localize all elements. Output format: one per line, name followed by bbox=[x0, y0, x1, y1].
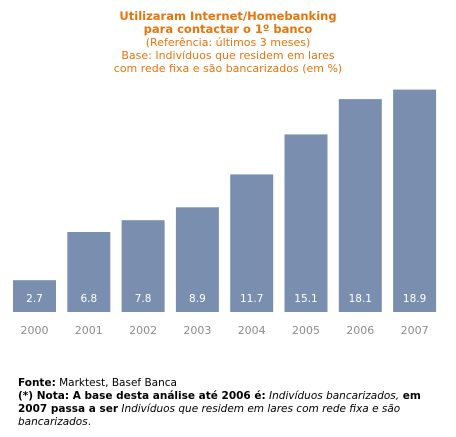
x-tick-label-2002: 2002 bbox=[129, 324, 157, 337]
bar-2004 bbox=[230, 174, 274, 312]
source-text: Marktest, Basef Banca bbox=[55, 377, 177, 389]
bar-value-label-2000: 2.7 bbox=[26, 293, 43, 305]
chart-title-line-1: Utilizaram Internet/Homebanking bbox=[119, 9, 337, 23]
bar-2005 bbox=[284, 134, 328, 312]
x-tick-label-2004: 2004 bbox=[238, 324, 266, 337]
chart-subtitle-reference: (Referência: últimos 3 meses) bbox=[145, 36, 311, 49]
x-tick-label-2000: 2000 bbox=[21, 324, 49, 337]
chart-title-line-2: para contactar o 1º banco bbox=[143, 22, 313, 36]
bar-2003 bbox=[175, 207, 219, 312]
note-italic-2: Indivíduos que residem em lares com rede… bbox=[18, 403, 401, 428]
bar-value-label-2001: 6.8 bbox=[80, 293, 97, 305]
bar-2001 bbox=[67, 232, 111, 312]
bar-value-label-2004: 11.7 bbox=[240, 293, 263, 305]
source-label: Fonte: bbox=[18, 377, 56, 389]
chart-subtitle-base-1: Base: Indivíduos que residem em lares bbox=[121, 49, 335, 62]
bar-2002 bbox=[121, 220, 165, 312]
bar-2007 bbox=[393, 89, 437, 312]
note-mid: em 2007 passa a ser bbox=[18, 390, 421, 415]
chart-footer: Fonte: Marktest, Basef Banca (*) Nota: A… bbox=[18, 377, 443, 429]
bar-value-label-2002: 7.8 bbox=[135, 293, 152, 305]
x-tick-label-2007: 2007 bbox=[401, 324, 429, 337]
note-label: (*) Nota: A base desta análise até 2006 … bbox=[18, 390, 266, 402]
note-end: . bbox=[87, 416, 92, 428]
bar-2006 bbox=[338, 99, 382, 312]
bar-value-label-2007: 18.9 bbox=[403, 293, 426, 305]
chart-subtitle-base-2: com rede fixa e são bancarizados (em %) bbox=[113, 62, 343, 75]
x-tick-label-2006: 2006 bbox=[346, 324, 374, 337]
bar-2000 bbox=[13, 280, 56, 312]
bar-value-label-2003: 8.9 bbox=[189, 293, 206, 305]
bar-value-label-2005: 15.1 bbox=[294, 293, 317, 305]
x-tick-label-2005: 2005 bbox=[292, 324, 320, 337]
chart-title-block: Utilizaram Internet/Homebanking para con… bbox=[0, 9, 456, 76]
x-tick-label-2003: 2003 bbox=[183, 324, 211, 337]
bar-value-label-2006: 18.1 bbox=[349, 293, 372, 305]
source-line: Fonte: Marktest, Basef Banca bbox=[18, 377, 443, 390]
note-line: (*) Nota: A base desta análise até 2006 … bbox=[18, 390, 443, 429]
note-italic-1: Indivíduos bancarizados, bbox=[265, 390, 400, 402]
x-tick-label-2001: 2001 bbox=[75, 324, 103, 337]
